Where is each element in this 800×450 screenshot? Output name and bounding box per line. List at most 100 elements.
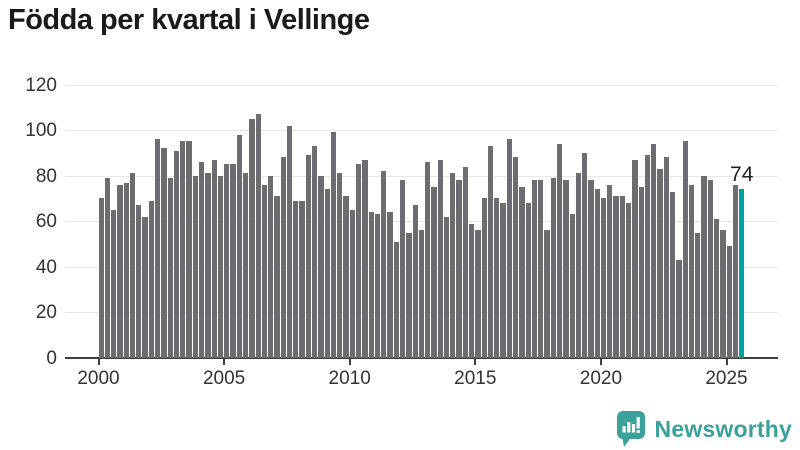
bar [669,191,676,358]
bar [732,184,739,358]
x-axis-tick [348,359,351,365]
bar [475,230,481,358]
x-axis-tick-label: 2000 [77,368,120,389]
bar [173,150,180,358]
y-axis-tick-label: 20 [35,302,57,324]
y-axis-tick-label: 0 [46,348,57,369]
bar [713,218,720,358]
bar [393,241,399,358]
bar [274,196,280,358]
bar [538,180,544,358]
bar [268,175,274,358]
bar [136,205,142,358]
y-gridline [65,84,778,86]
bar [249,118,255,358]
x-axis-tick-label: 2025 [705,368,748,389]
bar [531,180,538,358]
bar [644,155,651,358]
bar [619,196,626,358]
x-axis-tick [599,359,602,365]
newsworthy-logo-text: Newsworthy [654,415,792,442]
y-gridline [65,221,778,223]
bar [695,232,701,358]
bar [381,171,387,358]
bar [374,214,381,358]
bar [707,180,713,358]
bar [224,164,230,358]
bar [418,230,425,358]
bar [613,196,619,358]
x-axis-tick [474,359,477,365]
bar [425,161,431,358]
bar [399,180,406,358]
bar [293,200,299,358]
bar [563,180,569,358]
bar [343,196,349,358]
bar [299,200,305,358]
bar [638,187,644,358]
bar [286,125,293,358]
bar [236,134,242,358]
bar [387,212,393,358]
bar [355,164,362,358]
y-axis-tick-label: 100 [25,120,57,142]
highlighted-bar-value-label: 74 [730,163,754,187]
bar [544,230,550,358]
bar [142,216,148,358]
bar [167,177,173,358]
bar [362,159,368,358]
bar [155,139,161,358]
bar [123,182,129,358]
bar [500,203,506,358]
bar [104,177,111,358]
bar [148,200,155,358]
bar [456,180,462,358]
bar [211,159,217,358]
bar [569,214,575,358]
bar [368,212,374,358]
bar [469,223,475,358]
bar [575,173,582,358]
bar [192,175,198,358]
bar [600,198,607,358]
bar [594,189,600,358]
bar [255,114,261,358]
bar [437,159,443,358]
bar [582,152,588,358]
bar [450,173,456,358]
bar [242,173,249,358]
bar [632,159,638,358]
y-axis-tick-label: 40 [35,256,57,278]
bar [494,198,500,358]
bar [324,189,330,358]
bar [117,184,123,358]
y-axis-tick-label: 80 [35,165,57,187]
bar [180,141,186,358]
x-axis-tick-label: 2015 [454,368,497,389]
bar [487,146,494,358]
bar [412,205,418,358]
bar [111,209,117,358]
bar [129,173,136,358]
page-title: Födda per kvartal i Vellinge [8,4,370,36]
bar [198,161,205,358]
bar [406,232,412,358]
bar [556,143,563,358]
y-gridline [65,175,778,177]
newsworthy-logo: Newsworthy [616,410,792,448]
highlighted-bar [739,189,745,358]
bar [626,203,632,358]
bar [506,139,512,358]
bar [519,187,525,358]
x-axis-tick [725,359,728,365]
bar [337,173,343,358]
bar [443,216,450,358]
bar [682,141,688,358]
bar [98,198,104,358]
bar [657,168,663,358]
x-axis-tick [223,359,226,365]
births-per-quarter-bar-chart: 0 20 40 60 80 100 120 2000 2005 2010 2015 2020 2025 [25,76,778,389]
x-axis-tick-label: 2010 [328,368,371,389]
bar [588,180,594,358]
bar [205,173,211,358]
